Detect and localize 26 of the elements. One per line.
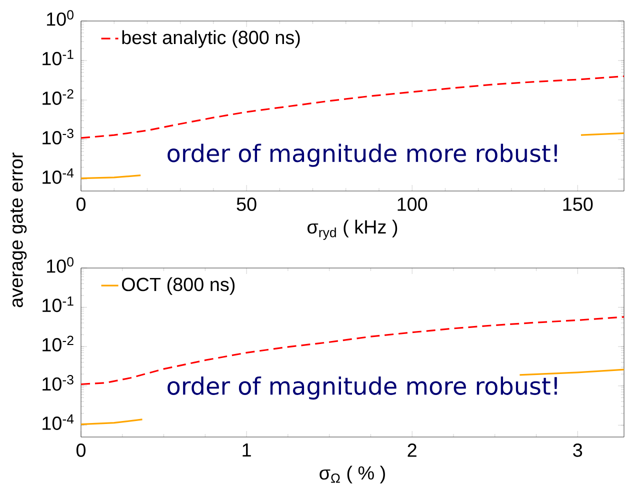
y-tick-label: 10$^{-2}$ — [42, 336, 74, 352]
y-tick-label: 10$^{0}$ — [47, 10, 74, 26]
x-tick-label: 3 — [573, 444, 582, 457]
x-tick-label: 150 — [563, 198, 593, 211]
x-tick-label: 0 — [76, 444, 86, 457]
y-tick-label: 10$^{-2}$ — [42, 89, 74, 105]
x-tick-label: 0 — [76, 198, 86, 211]
legend-label: OCT (800 ns) — [122, 277, 235, 295]
legend-label: best analytic (800 ns) — [122, 30, 300, 48]
x-tick-label: 1 — [242, 444, 251, 457]
x-tick-label: 2 — [408, 444, 416, 457]
y-axis-title: average gate error — [10, 152, 27, 308]
y-tick-label: 10$^{-3}$ — [42, 375, 74, 391]
y-tick-label: 10$^{-3}$ — [42, 128, 74, 144]
y-tick-label: 10$^{0}$ — [47, 257, 74, 273]
y-tick-label: 10$^{-1}$ — [42, 296, 74, 312]
x-tick-label: 50 — [236, 198, 256, 211]
line-series — [81, 75, 624, 139]
y-tick-label: 10$^{-4}$ — [42, 168, 74, 184]
x-axis-title: σ$_{Ω}$ ( % ) — [320, 466, 385, 484]
x-axis-title: σ$_{ryd}$ ( kHz ) — [308, 220, 398, 240]
annotation: order of magnitude more robust! — [168, 376, 557, 400]
x-tick-label: 100 — [398, 198, 428, 211]
y-tick-label: 10$^{-4}$ — [42, 414, 74, 430]
y-tick-label: 10$^{-1}$ — [42, 50, 74, 66]
annotation: order of magnitude more robust! — [168, 144, 557, 167]
